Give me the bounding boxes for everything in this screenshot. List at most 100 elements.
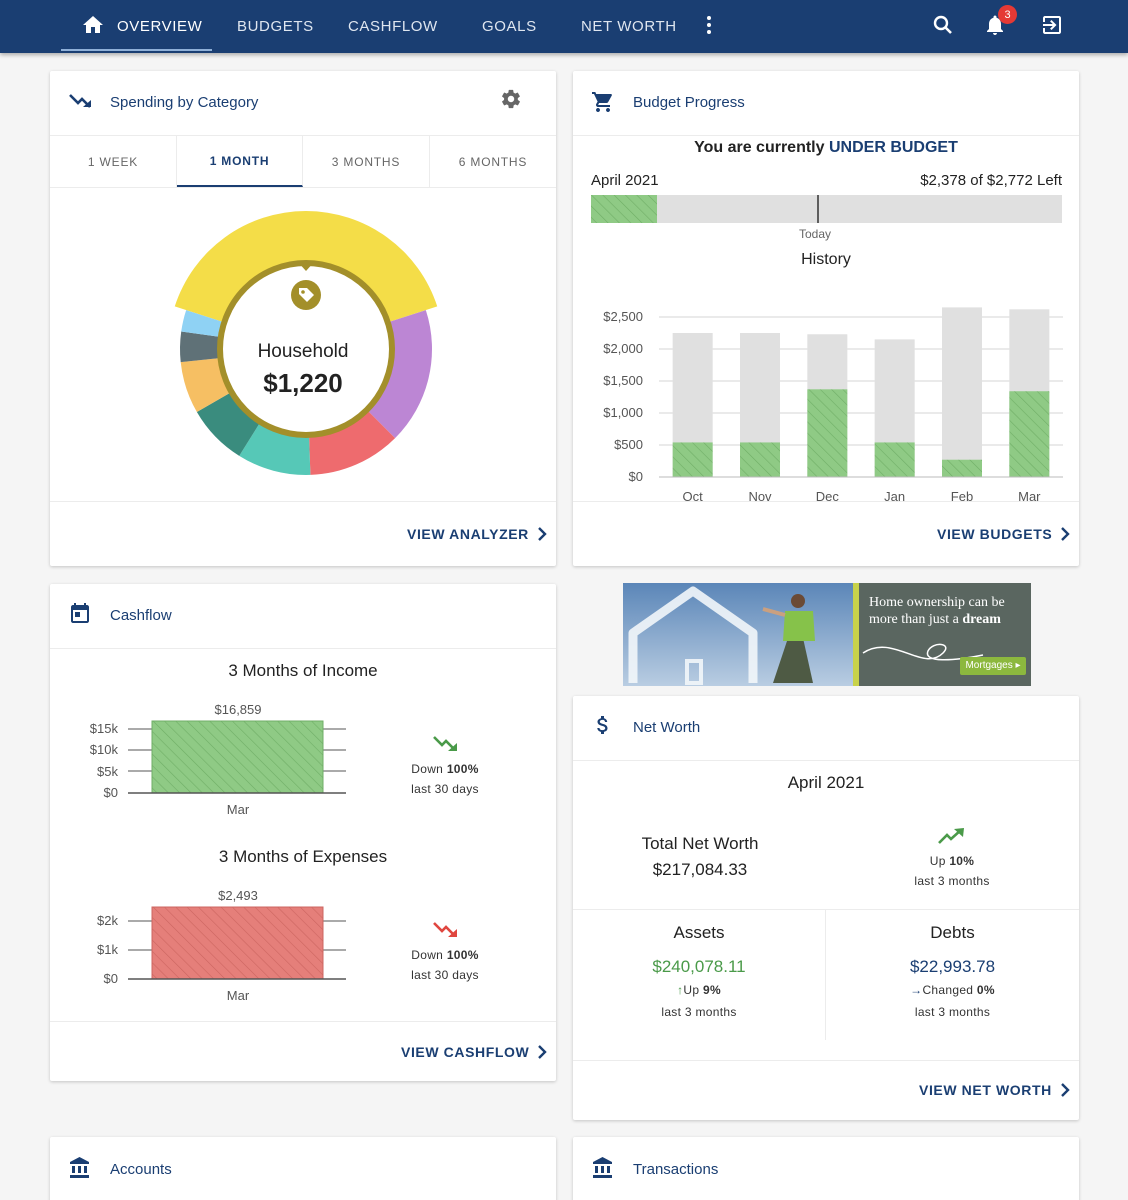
budget-progress-bar [591, 195, 1062, 223]
tab-overview[interactable]: OVERVIEW [117, 18, 203, 35]
donut-segment[interactable] [174, 211, 438, 323]
net-worth-trend-label: Up [929, 854, 946, 868]
view-net-worth-label: VIEW NET WORTH [919, 1082, 1052, 1098]
expenses-trend-label: Down [411, 948, 444, 962]
view-analyzer-button[interactable]: VIEW ANALYZER [407, 526, 547, 542]
budget-left: $2,378 of $2,772 Left [920, 172, 1062, 189]
period-tab-6-months[interactable]: 6 MONTHS [458, 154, 528, 169]
income-trend: Down 100% [390, 762, 500, 776]
expenses-month: Mar [226, 988, 250, 1003]
x-tick-label: Nov [748, 489, 772, 504]
net-worth-trend-pct: 10% [949, 854, 975, 868]
arrow-up-icon: ↑ [677, 983, 684, 997]
history-title: History [801, 251, 851, 268]
budget-month: April 2021 [591, 172, 659, 189]
bell-icon[interactable] [983, 13, 1007, 37]
income-tick: $5k [97, 764, 118, 779]
debts-trend: →Changed 0% [826, 983, 1079, 997]
period-tab-1-month[interactable]: 1 MONTH [177, 136, 303, 187]
tab-cashflow[interactable]: CASHFLOW [348, 18, 438, 35]
mortgage-ad-banner[interactable]: Home ownership can be more than just a d… [623, 583, 1031, 686]
income-trend-pct: 100% [446, 762, 479, 776]
income-period: last 30 days [411, 782, 479, 796]
donut-segment[interactable] [181, 310, 225, 338]
spent-bar[interactable] [874, 442, 915, 477]
view-budgets-label: VIEW BUDGETS [937, 526, 1053, 542]
period-tab-1-week[interactable]: 1 WEEK [50, 136, 177, 187]
assets-value: $240,078.11 [652, 957, 746, 976]
view-net-worth-button[interactable]: VIEW NET WORTH [919, 1082, 1070, 1098]
cashflow-title: Cashflow [110, 607, 172, 624]
budget-status-value: UNDER BUDGET [828, 139, 958, 156]
expenses-trend: Down 100% [390, 948, 500, 962]
budget-title: Budget Progress [633, 94, 745, 111]
y-tick-label: $2,500 [603, 309, 643, 324]
expenses-period: last 30 days [411, 968, 479, 982]
ad-line-2-text: more than just a [869, 612, 959, 627]
trending-down-icon [433, 736, 457, 751]
income-month: Mar [226, 802, 250, 817]
trending-down-icon [433, 922, 457, 937]
income-trend-label: Down [411, 762, 444, 776]
donut-pointer [297, 261, 315, 271]
expenses-tick: $0 [103, 971, 118, 986]
expenses-bar-chart [128, 906, 346, 980]
view-cashflow-button[interactable]: VIEW CASHFLOW [401, 1044, 548, 1060]
transactions-card: Transactions [573, 1137, 1079, 1200]
accounts-title: Accounts [110, 1161, 172, 1178]
ad-line-2-bold: dream [962, 612, 1001, 627]
view-budgets-button[interactable]: VIEW BUDGETS [937, 526, 1071, 542]
selected-category-amount: $1,220 [263, 368, 343, 398]
period-tab-3-months[interactable]: 3 MONTHS [303, 136, 430, 187]
chevron-right-icon [1061, 527, 1071, 541]
y-tick-label: $2,000 [603, 341, 643, 356]
tag-icon-hole [301, 290, 305, 294]
spent-bar[interactable] [740, 442, 780, 477]
cashflow-card: Cashflow 3 Months of Income $16,859 $15k… [50, 584, 556, 1081]
tab-budgets[interactable]: BUDGETS [237, 18, 314, 35]
budget-bar[interactable] [942, 307, 982, 477]
budget-status: You are currently UNDER BUDGET [573, 139, 1079, 157]
donut-segment[interactable] [196, 392, 261, 456]
ad-mortgages-button[interactable]: Mortgages ▸ [965, 660, 1021, 671]
spent-bar[interactable] [1009, 391, 1050, 477]
expenses-value: $2,493 [218, 888, 258, 903]
spent-bar[interactable] [672, 442, 713, 477]
today-label: Today [799, 227, 832, 241]
total-net-worth-value: $217,084.33 [652, 860, 748, 879]
income-tick: $10k [89, 742, 118, 757]
tab-goals[interactable]: GOALS [482, 18, 537, 35]
spent-bar[interactable] [807, 389, 848, 477]
search-icon[interactable] [931, 13, 955, 37]
chevron-right-icon [538, 527, 547, 541]
bank-icon [70, 1157, 89, 1178]
x-tick-label: Dec [816, 489, 840, 504]
donut-segment[interactable] [309, 409, 396, 475]
debts-trend-label: Changed [922, 983, 974, 997]
net-worth-month: April 2021 [787, 773, 865, 792]
bank-icon [593, 1157, 612, 1178]
cart-icon [592, 92, 612, 112]
trending-up-icon [938, 828, 964, 844]
y-tick-label: $1,000 [603, 405, 643, 420]
income-title: 3 Months of Income [228, 661, 378, 680]
chevron-right-icon [1060, 1083, 1070, 1097]
assets-label: Assets [673, 923, 725, 942]
calendar-icon [71, 603, 89, 623]
tab-net-worth[interactable]: NET WORTH [581, 18, 677, 35]
spent-bar[interactable] [942, 459, 982, 477]
notification-badge: 3 [998, 5, 1017, 24]
spending-title: Spending by Category [110, 94, 259, 111]
donut-segment[interactable] [180, 357, 232, 412]
logout-icon[interactable] [1040, 13, 1064, 37]
y-tick-label: $500 [614, 437, 643, 452]
x-tick-label: Feb [951, 489, 973, 504]
income-value: $16,859 [214, 702, 262, 717]
gear-icon[interactable] [500, 88, 522, 110]
spending-donut-chart[interactable] [166, 209, 446, 489]
net-worth-trend: Up 10% [897, 854, 1007, 868]
donut-segment[interactable] [180, 331, 221, 363]
active-tab-indicator [61, 49, 212, 51]
more-vert-icon[interactable] [697, 13, 721, 37]
donut-segment[interactable] [366, 310, 432, 439]
